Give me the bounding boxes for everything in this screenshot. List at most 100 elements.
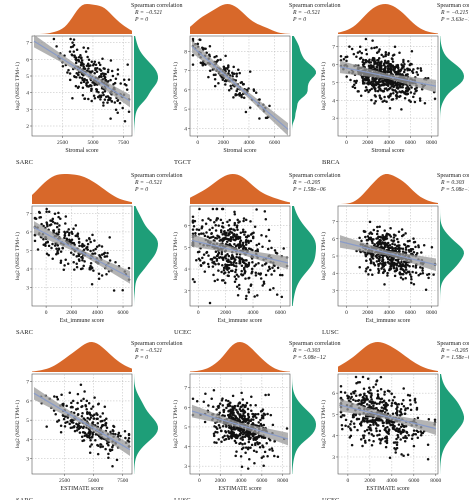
data-point xyxy=(224,83,227,86)
data-point xyxy=(96,417,99,421)
data-point xyxy=(72,253,75,256)
data-point xyxy=(89,439,92,442)
data-point xyxy=(375,402,379,406)
data-point xyxy=(46,224,49,228)
data-point xyxy=(245,263,249,267)
data-point xyxy=(373,419,377,422)
data-point xyxy=(390,404,393,408)
data-point xyxy=(397,403,400,406)
data-point xyxy=(214,250,218,254)
data-point xyxy=(236,236,240,239)
data-point xyxy=(381,266,384,269)
data-point xyxy=(215,408,218,411)
data-point xyxy=(76,401,79,405)
data-point xyxy=(401,83,404,86)
data-point xyxy=(370,237,373,241)
data-point xyxy=(71,41,74,44)
data-point xyxy=(379,441,382,445)
data-point xyxy=(200,62,204,65)
data-point xyxy=(409,408,413,412)
data-point xyxy=(57,419,61,422)
data-point xyxy=(227,404,230,407)
data-point xyxy=(222,226,225,229)
data-point xyxy=(63,231,67,235)
data-point xyxy=(388,243,392,247)
data-point xyxy=(116,111,119,115)
data-point xyxy=(355,417,359,421)
data-point xyxy=(227,263,231,267)
y-tick-label: 2 xyxy=(26,124,29,130)
data-point xyxy=(226,263,229,267)
y-axis-label: log2 (MSH2 TPM+1) xyxy=(14,400,21,448)
data-point xyxy=(382,403,386,407)
data-point xyxy=(378,437,381,441)
data-point xyxy=(235,226,239,229)
x-tick-label: 4000 xyxy=(236,478,247,484)
stat-title: Spearman correlation xyxy=(437,3,469,9)
data-point xyxy=(105,417,108,421)
data-point xyxy=(227,238,231,242)
data-point xyxy=(382,399,386,402)
data-point xyxy=(232,261,235,264)
data-point xyxy=(216,405,220,408)
data-point xyxy=(250,395,253,399)
stat-title: Spearman correlation xyxy=(131,173,182,179)
data-point xyxy=(266,455,269,458)
data-point xyxy=(195,399,199,403)
data-point xyxy=(206,235,210,239)
data-point xyxy=(80,399,83,403)
data-point xyxy=(259,422,263,426)
data-point xyxy=(97,272,101,275)
stat-r: R = −0.521 xyxy=(292,10,320,16)
data-point xyxy=(79,81,83,85)
data-point xyxy=(45,210,48,214)
data-point xyxy=(392,89,395,92)
data-point xyxy=(243,414,246,418)
data-point xyxy=(102,67,105,70)
data-point xyxy=(378,96,382,99)
data-point xyxy=(100,75,103,79)
data-point xyxy=(92,249,95,252)
data-point xyxy=(387,399,391,402)
data-point xyxy=(373,67,377,71)
data-point xyxy=(379,387,383,391)
data-point xyxy=(193,280,196,284)
data-point xyxy=(247,438,251,441)
data-point xyxy=(106,251,109,255)
data-point xyxy=(239,429,242,433)
data-point xyxy=(377,240,380,244)
data-point xyxy=(242,245,246,248)
data-point xyxy=(389,227,392,230)
data-point xyxy=(424,288,428,292)
data-point xyxy=(264,217,268,221)
data-point xyxy=(403,270,406,274)
data-point xyxy=(261,264,264,267)
y-tick-label: 4 xyxy=(332,434,335,440)
data-point xyxy=(339,390,343,394)
data-point xyxy=(89,413,92,417)
data-point xyxy=(248,106,252,109)
data-point xyxy=(240,264,244,268)
data-point xyxy=(353,86,357,90)
data-point xyxy=(109,430,112,434)
data-point xyxy=(57,247,61,250)
data-point xyxy=(47,210,51,214)
data-point xyxy=(241,442,244,446)
data-point xyxy=(392,85,395,89)
data-point xyxy=(196,42,200,46)
data-point xyxy=(245,294,248,298)
data-point xyxy=(198,259,202,262)
data-point xyxy=(80,414,84,418)
data-point xyxy=(221,404,225,407)
y-axis-label: log2 (MSH2 TPM+1) xyxy=(320,400,327,448)
data-point xyxy=(416,73,420,76)
x-density-curve xyxy=(338,174,438,204)
data-point xyxy=(119,434,122,438)
data-point xyxy=(381,256,384,259)
data-point xyxy=(243,268,246,271)
data-point xyxy=(127,266,131,270)
data-point xyxy=(248,70,252,73)
data-point xyxy=(426,457,430,461)
data-point xyxy=(238,235,242,239)
data-point xyxy=(207,254,210,257)
